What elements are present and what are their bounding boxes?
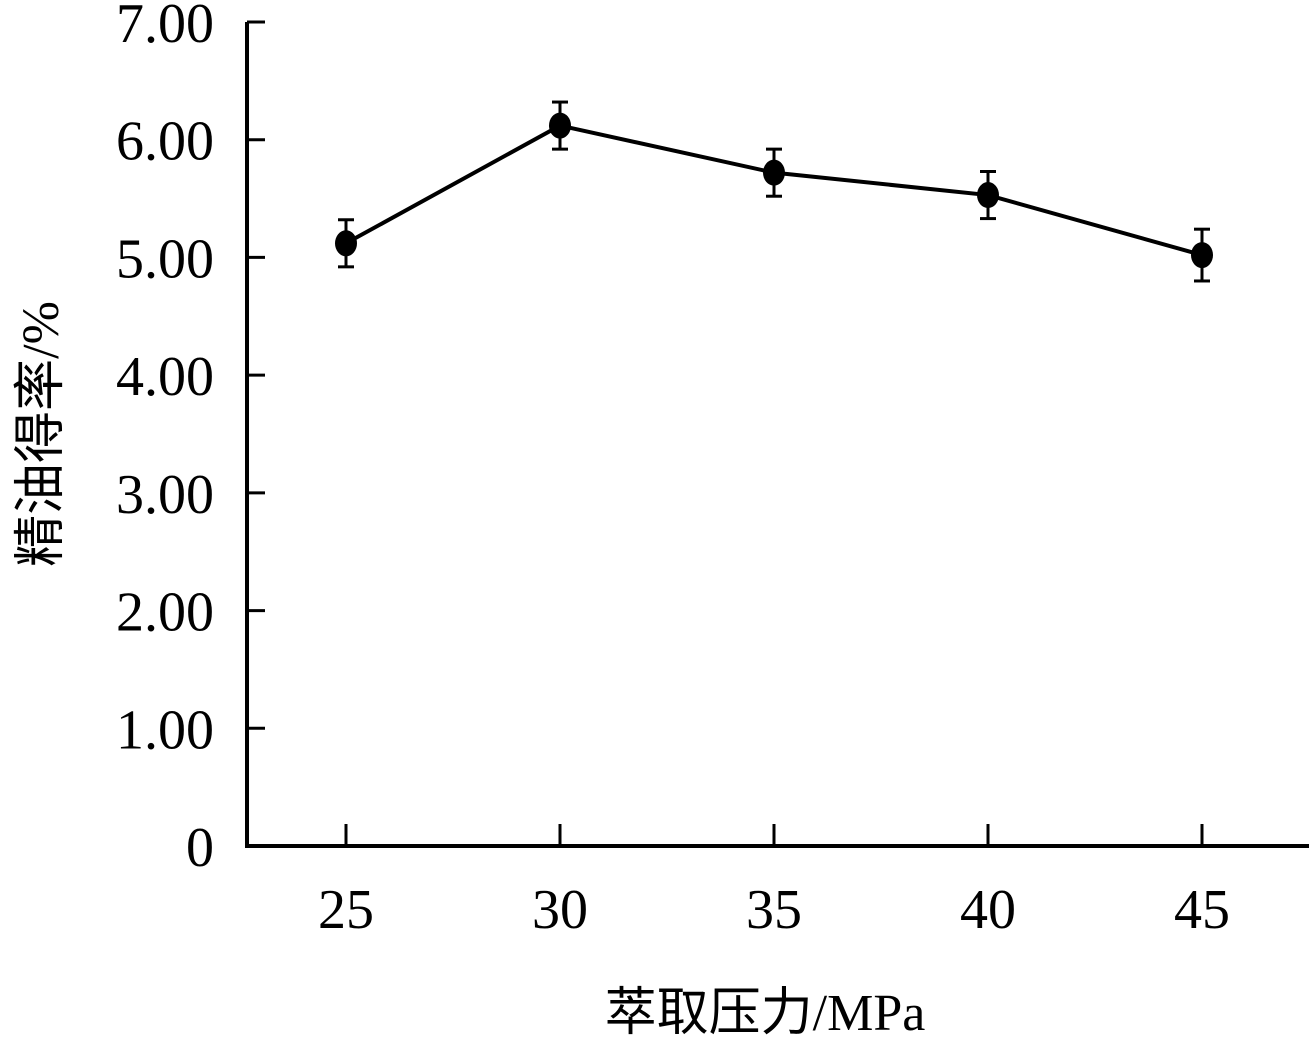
x-axis-title: 萃取压力/MPa: [605, 985, 926, 1038]
x-ticks: 25 30 35 40 45: [318, 824, 1230, 941]
x-tick-label: 35: [746, 879, 802, 941]
x-tick-label: 25: [318, 879, 374, 941]
axes: [245, 22, 1309, 848]
y-tick-label: 1.00: [116, 699, 214, 761]
data-point: [763, 159, 785, 186]
data-point: [1191, 242, 1213, 269]
y-tick-label: 3.00: [116, 464, 214, 526]
x-tick-label: 45: [1174, 879, 1230, 941]
y-tick-label: 6.00: [116, 111, 214, 173]
y-tick-label: 0: [186, 817, 214, 879]
data-point: [335, 230, 357, 257]
x-tick-label: 40: [960, 879, 1016, 941]
y-tick-label: 7.00: [116, 0, 214, 55]
data-series: [335, 100, 1213, 283]
y-tick-label: 4.00: [116, 346, 214, 408]
y-tick-label: 2.00: [116, 582, 214, 644]
x-tick-label: 30: [532, 879, 588, 941]
data-point: [549, 112, 571, 139]
y-tick-label: 5.00: [116, 228, 214, 290]
y-ticks: 0 1.00 2.00 3.00 4.00 5.00 6.00 7.00: [116, 0, 265, 879]
y-axis-title: 精油得率/%: [13, 301, 70, 567]
data-point: [977, 182, 999, 209]
